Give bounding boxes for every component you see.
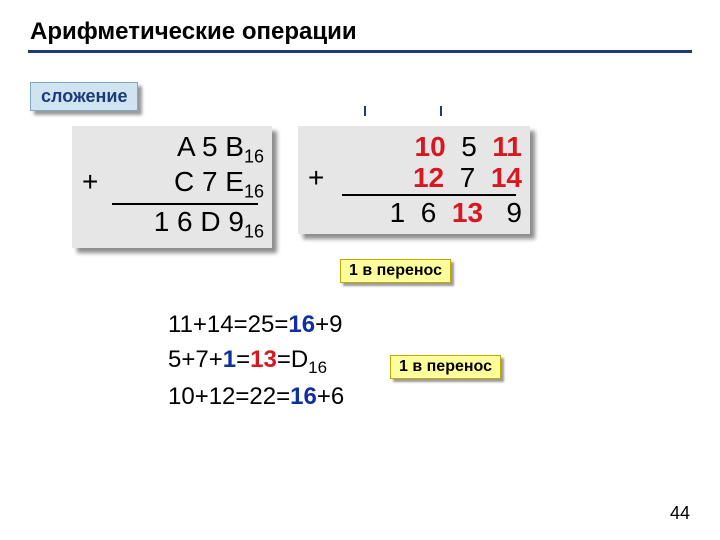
cell: 12 xyxy=(413,162,444,193)
operation-label: сложение xyxy=(30,82,138,111)
cell: 1 xyxy=(390,197,406,228)
calc-line-1: 11+14=25=16+9 xyxy=(168,308,344,343)
sum-row: 1 6 D 916 xyxy=(80,207,264,242)
row1-base: 16 xyxy=(244,147,264,167)
row2-base: 16 xyxy=(244,182,264,202)
addend-1: A 5 B16 xyxy=(80,132,264,167)
seg: 13 xyxy=(250,346,277,373)
seg: = xyxy=(236,346,250,373)
sum-row-dec: 1 6 13 9 xyxy=(306,198,522,229)
page-title: Арифметические операции xyxy=(0,0,720,50)
cell: 5 xyxy=(461,131,477,162)
seg: 16 xyxy=(288,311,315,338)
tick-mark xyxy=(440,106,442,116)
row1-digits: A 5 B xyxy=(177,131,244,162)
plus-sign: + xyxy=(308,163,324,194)
cell: 6 xyxy=(421,197,437,228)
sum-line xyxy=(112,203,258,205)
seg: 1 xyxy=(223,346,236,373)
carry-badge-1: 1 в перенос xyxy=(340,259,451,283)
seg: 16 xyxy=(290,383,317,410)
seg: +6 xyxy=(317,383,344,410)
cell: 10 xyxy=(415,131,446,162)
addend-2: + C 7 E16 xyxy=(80,167,264,202)
calc-line-3: 10+12=22=16+6 xyxy=(168,380,344,415)
seg: 11+14=25= xyxy=(168,311,288,338)
addend-1-dec: 10 5 11 xyxy=(306,132,522,163)
result-digits: 1 6 D 9 xyxy=(154,206,244,237)
seg: =D xyxy=(277,346,308,373)
cell: 11 xyxy=(492,131,522,162)
cell: 7 xyxy=(460,162,476,193)
title-underline xyxy=(28,50,692,53)
result-base: 16 xyxy=(244,221,264,241)
calc-line-2: 5+7+1=13=D16 xyxy=(168,343,344,380)
seg: 5+7+ xyxy=(168,346,223,373)
addend-2-dec: +12 7 14 xyxy=(306,163,522,194)
sum-line xyxy=(342,194,516,196)
cell: 13 xyxy=(452,197,483,228)
tick-mark xyxy=(364,106,366,116)
page-number: 44 xyxy=(670,503,690,524)
row2-digits: C 7 E xyxy=(174,166,244,197)
seg: +9 xyxy=(315,311,342,338)
seg-base: 16 xyxy=(308,358,327,377)
seg: 10+12=22= xyxy=(168,383,290,410)
hex-addition-panel: A 5 B16 +C 7 E16 1 6 D 916 xyxy=(72,126,272,248)
calculation-steps: 11+14=25=16+9 5+7+1=13=D16 10+12=22=16+6 xyxy=(168,308,344,415)
carry-badge-2: 1 в перенос xyxy=(390,355,501,379)
cell: 14 xyxy=(491,162,522,193)
cell: 9 xyxy=(506,197,522,228)
decimal-addition-panel: 10 5 11 +12 7 14 1 6 13 9 xyxy=(298,126,530,234)
plus-sign: + xyxy=(82,167,98,198)
